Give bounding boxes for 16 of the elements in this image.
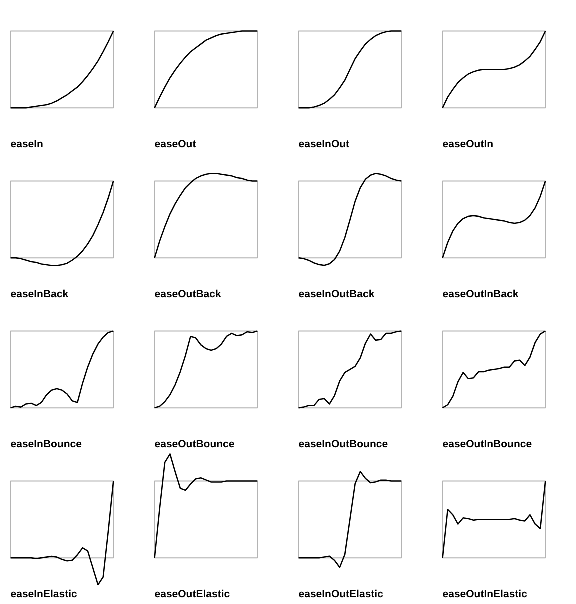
- x-axis-title: easeOutBounce: [154, 438, 235, 450]
- x-axis-title: easeInOutElastic: [298, 588, 384, 600]
- x-axis-title: easeInOutBounce: [298, 438, 388, 450]
- x-axis-title: easeOutIn: [442, 138, 494, 150]
- x-axis-title: easeInOutBack: [298, 288, 375, 300]
- x-axis-title: easeOutInElastic: [442, 588, 528, 600]
- x-axis-title: easeInBounce: [10, 438, 82, 450]
- x-axis-title: easeIn: [10, 138, 44, 150]
- x-axis-title: easeOutInBounce: [442, 438, 532, 450]
- x-axis-title: easeInElastic: [10, 588, 78, 600]
- x-axis-title: easeInOut: [298, 138, 350, 150]
- x-axis-title: easeOutElastic: [154, 588, 230, 600]
- x-axis-title: easeInBack: [10, 288, 69, 300]
- x-axis-title: easeOut: [154, 138, 197, 150]
- x-axis-title: easeOutBack: [154, 288, 222, 300]
- x-axis-title: easeOutInBack: [442, 288, 519, 300]
